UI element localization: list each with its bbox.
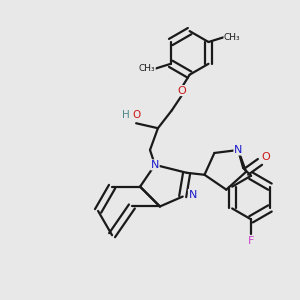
Text: O: O <box>132 110 140 120</box>
Text: CH₃: CH₃ <box>224 33 241 42</box>
Text: N: N <box>234 145 242 155</box>
Text: H: H <box>122 110 130 120</box>
Text: F: F <box>248 236 254 246</box>
Text: N: N <box>151 160 159 170</box>
Text: O: O <box>262 152 270 162</box>
Text: CH₃: CH₃ <box>139 64 155 73</box>
Text: O: O <box>177 85 186 96</box>
Text: N: N <box>188 190 197 200</box>
